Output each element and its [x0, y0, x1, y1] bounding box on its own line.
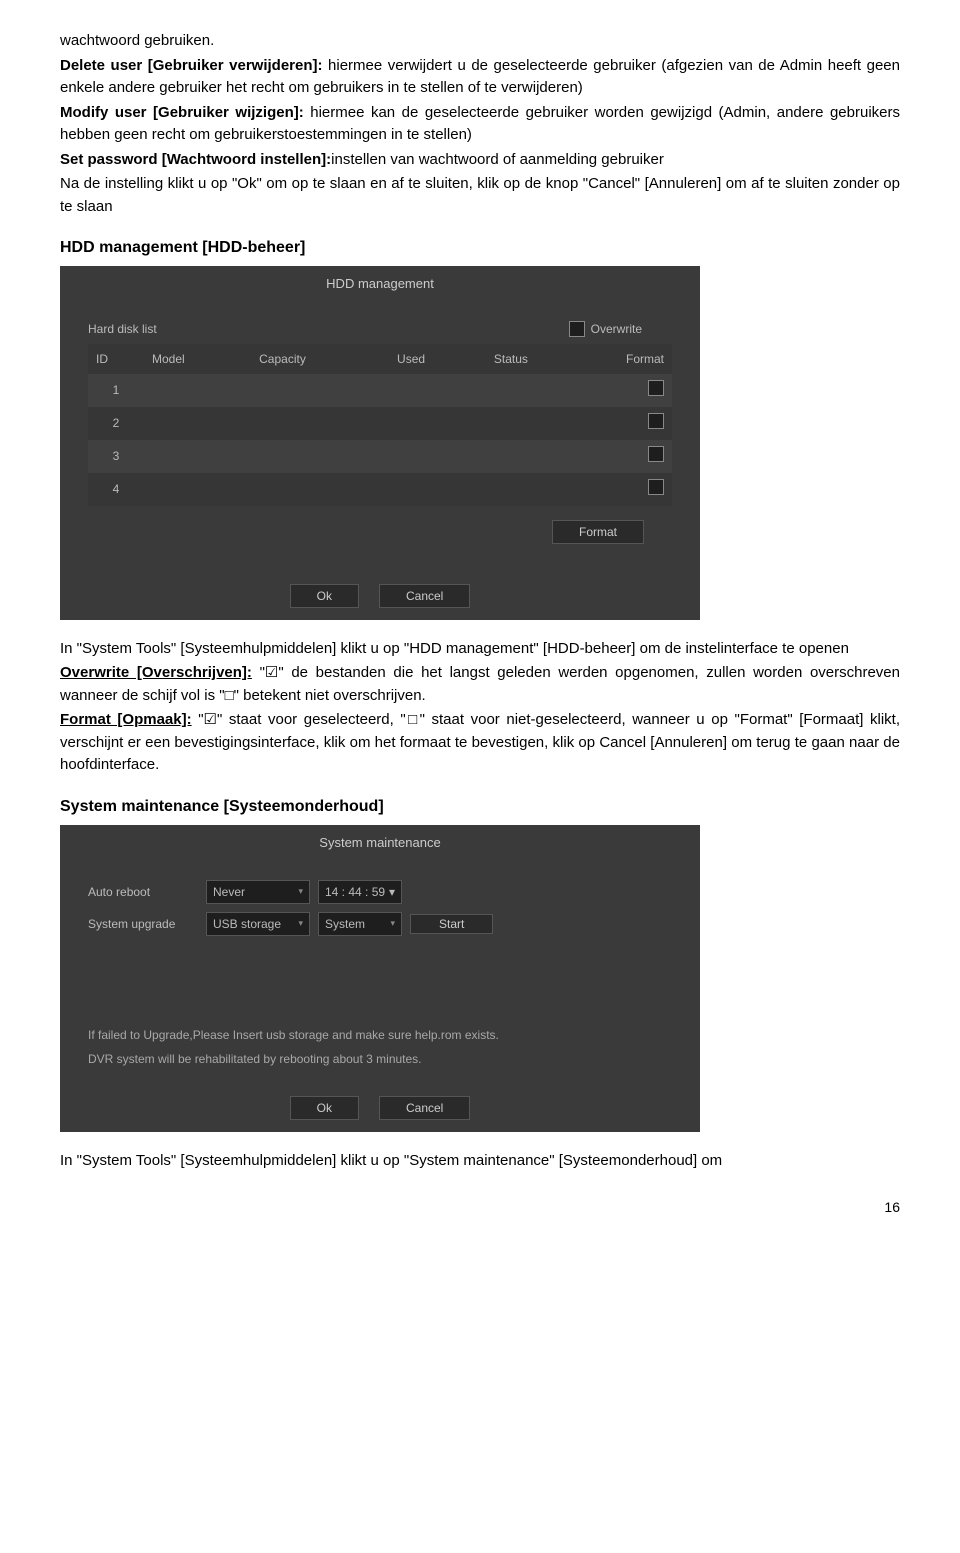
- row-format-checkbox[interactable]: [648, 380, 664, 396]
- row-id: 4: [88, 473, 144, 506]
- setpw-label: Set password [Wachtwoord instellen]:: [60, 151, 331, 168]
- col-status: Status: [486, 344, 596, 374]
- maint-panel: System maintenance Auto reboot Never ▾ 1…: [60, 825, 700, 1133]
- chevron-down-icon: ▾: [298, 885, 303, 899]
- time-value: 14 : 44 : 59: [325, 883, 385, 901]
- intro-modify: Modify user [Gebruiker wijzigen]: hierme…: [60, 102, 900, 147]
- upgrade-target-value: System: [325, 915, 365, 933]
- table-row: 4: [88, 473, 672, 506]
- cancel-button[interactable]: Cancel: [379, 1096, 470, 1120]
- table-row: 2: [88, 407, 672, 440]
- intro-after: Na de instelling klikt u op "Ok" om op t…: [60, 173, 900, 218]
- auto-reboot-label: Auto reboot: [88, 883, 198, 901]
- format-bold: Format [Opmaak]:: [60, 711, 192, 728]
- col-format: Format: [596, 344, 672, 374]
- page-number: 16: [60, 1197, 900, 1218]
- time-box[interactable]: 14 : 44 : 59 ▾: [318, 880, 402, 904]
- hdd-panel: HDD management Hard disk list Overwrite …: [60, 266, 700, 620]
- col-capacity: Capacity: [251, 344, 389, 374]
- maint-panel-title: System maintenance: [60, 825, 700, 871]
- maint-heading: System maintenance [Systeemonderhoud]: [60, 795, 900, 819]
- delete-label: Delete user [Gebruiker verwijderen]:: [60, 57, 323, 74]
- hdd-para1: In "System Tools" [Systeemhulpmiddelen] …: [60, 638, 900, 661]
- hdd-panel-title: HDD management: [60, 266, 700, 312]
- upgrade-source-value: USB storage: [213, 915, 281, 933]
- intro-delete: Delete user [Gebruiker verwijderen]: hie…: [60, 55, 900, 100]
- hard-disk-list-label: Hard disk list: [88, 320, 157, 338]
- chevron-down-icon: ▾: [298, 917, 303, 931]
- table-row: 1: [88, 374, 672, 407]
- col-model: Model: [144, 344, 251, 374]
- hdd-table: ID Model Capacity Used Status Format 1 2…: [88, 344, 672, 506]
- row-id: 3: [88, 440, 144, 473]
- col-id: ID: [88, 344, 144, 374]
- row-format-checkbox[interactable]: [648, 479, 664, 495]
- ok-button[interactable]: Ok: [290, 584, 359, 608]
- hdd-overwrite-para: Overwrite [Overschrijven]: "☑" de bestan…: [60, 662, 900, 707]
- setpw-text: instellen van wachtwoord of aanmelding g…: [331, 151, 664, 168]
- table-header-row: ID Model Capacity Used Status Format: [88, 344, 672, 374]
- row-id: 1: [88, 374, 144, 407]
- overwrite-bold: Overwrite [Overschrijven]:: [60, 664, 252, 681]
- overwrite-checkbox[interactable]: [569, 321, 585, 337]
- ok-button[interactable]: Ok: [290, 1096, 359, 1120]
- row-format-checkbox[interactable]: [648, 413, 664, 429]
- cancel-button[interactable]: Cancel: [379, 584, 470, 608]
- maint-note1: If failed to Upgrade,Please Insert usb s…: [88, 1026, 672, 1044]
- hdd-format-para: Format [Opmaak]: "☑" staat voor geselect…: [60, 709, 900, 777]
- row-id: 2: [88, 407, 144, 440]
- chevron-down-icon: ▾: [390, 917, 395, 931]
- intro-line0: wachtwoord gebruiken.: [60, 30, 900, 53]
- hdd-heading: HDD management [HDD-beheer]: [60, 236, 900, 260]
- upgrade-source-dropdown[interactable]: USB storage ▾: [206, 912, 310, 936]
- chevron-down-icon: ▾: [389, 883, 395, 901]
- maint-para: In "System Tools" [Systeemhulpmiddelen] …: [60, 1150, 900, 1173]
- modify-label: Modify user [Gebruiker wijzigen]:: [60, 104, 304, 121]
- auto-reboot-dropdown[interactable]: Never ▾: [206, 880, 310, 904]
- intro-setpw: Set password [Wachtwoord instellen]:inst…: [60, 149, 900, 172]
- auto-reboot-value: Never: [213, 883, 245, 901]
- start-button[interactable]: Start: [410, 914, 493, 934]
- table-row: 3: [88, 440, 672, 473]
- maint-note2: DVR system will be rehabilitated by rebo…: [88, 1050, 672, 1068]
- overwrite-label: Overwrite: [591, 320, 642, 338]
- format-button[interactable]: Format: [552, 520, 644, 544]
- row-format-checkbox[interactable]: [648, 446, 664, 462]
- upgrade-target-dropdown[interactable]: System ▾: [318, 912, 402, 936]
- system-upgrade-label: System upgrade: [88, 915, 198, 933]
- col-used: Used: [389, 344, 486, 374]
